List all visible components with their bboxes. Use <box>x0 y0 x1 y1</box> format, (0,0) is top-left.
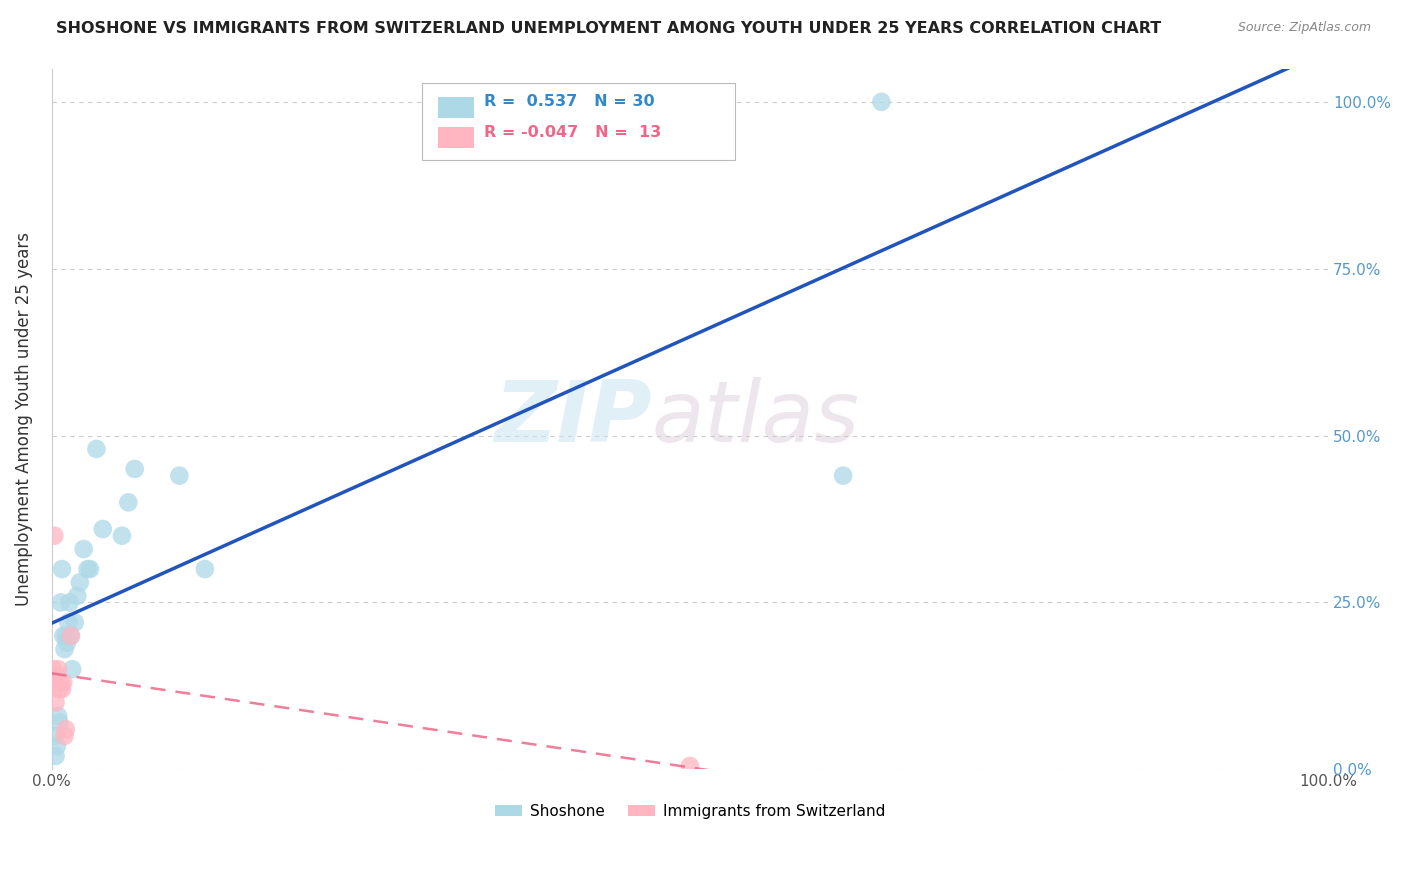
Text: atlas: atlas <box>651 377 859 460</box>
Text: ZIP: ZIP <box>494 377 651 460</box>
Point <box>63 615 86 630</box>
Point <box>73 542 96 557</box>
Point <box>45 748 67 763</box>
Point <box>45 739 67 753</box>
Point <box>52 629 75 643</box>
Point <box>44 529 66 543</box>
Point <box>870 95 893 109</box>
Point <box>52 675 75 690</box>
Point <box>679 759 702 773</box>
Point <box>91 522 114 536</box>
Point <box>53 729 76 743</box>
Point <box>124 462 146 476</box>
Point <box>60 662 83 676</box>
Point <box>86 442 108 456</box>
Point <box>69 575 91 590</box>
Point <box>45 669 67 683</box>
Point <box>53 642 76 657</box>
Point <box>194 562 217 576</box>
Point <box>49 595 72 609</box>
Point <box>59 629 82 643</box>
Point <box>48 715 70 730</box>
Point <box>55 723 77 737</box>
Point <box>48 682 70 697</box>
Text: SHOSHONE VS IMMIGRANTS FROM SWITZERLAND UNEMPLOYMENT AMONG YOUTH UNDER 25 YEARS : SHOSHONE VS IMMIGRANTS FROM SWITZERLAND … <box>56 21 1161 36</box>
Text: R = -0.047   N =  13: R = -0.047 N = 13 <box>485 125 662 140</box>
Point <box>46 662 69 676</box>
Point <box>79 562 101 576</box>
Point <box>59 629 82 643</box>
Bar <box>439 96 474 118</box>
Point <box>117 495 139 509</box>
Point <box>51 682 73 697</box>
FancyBboxPatch shape <box>422 83 734 160</box>
Point <box>59 595 82 609</box>
Point <box>66 589 89 603</box>
Point <box>46 709 69 723</box>
Point <box>111 529 134 543</box>
Legend: Shoshone, Immigrants from Switzerland: Shoshone, Immigrants from Switzerland <box>489 797 891 825</box>
Text: Source: ZipAtlas.com: Source: ZipAtlas.com <box>1237 21 1371 34</box>
Point <box>55 629 77 643</box>
Point <box>76 562 98 576</box>
Point <box>49 675 72 690</box>
Point <box>45 696 67 710</box>
Point <box>44 729 66 743</box>
Point <box>832 468 855 483</box>
Y-axis label: Unemployment Among Youth under 25 years: Unemployment Among Youth under 25 years <box>15 232 32 606</box>
Point <box>51 562 73 576</box>
Point <box>58 615 80 630</box>
Text: R =  0.537   N = 30: R = 0.537 N = 30 <box>485 94 655 109</box>
Point <box>42 662 65 676</box>
Point <box>169 468 191 483</box>
Point <box>56 635 79 649</box>
Bar <box>439 127 474 148</box>
